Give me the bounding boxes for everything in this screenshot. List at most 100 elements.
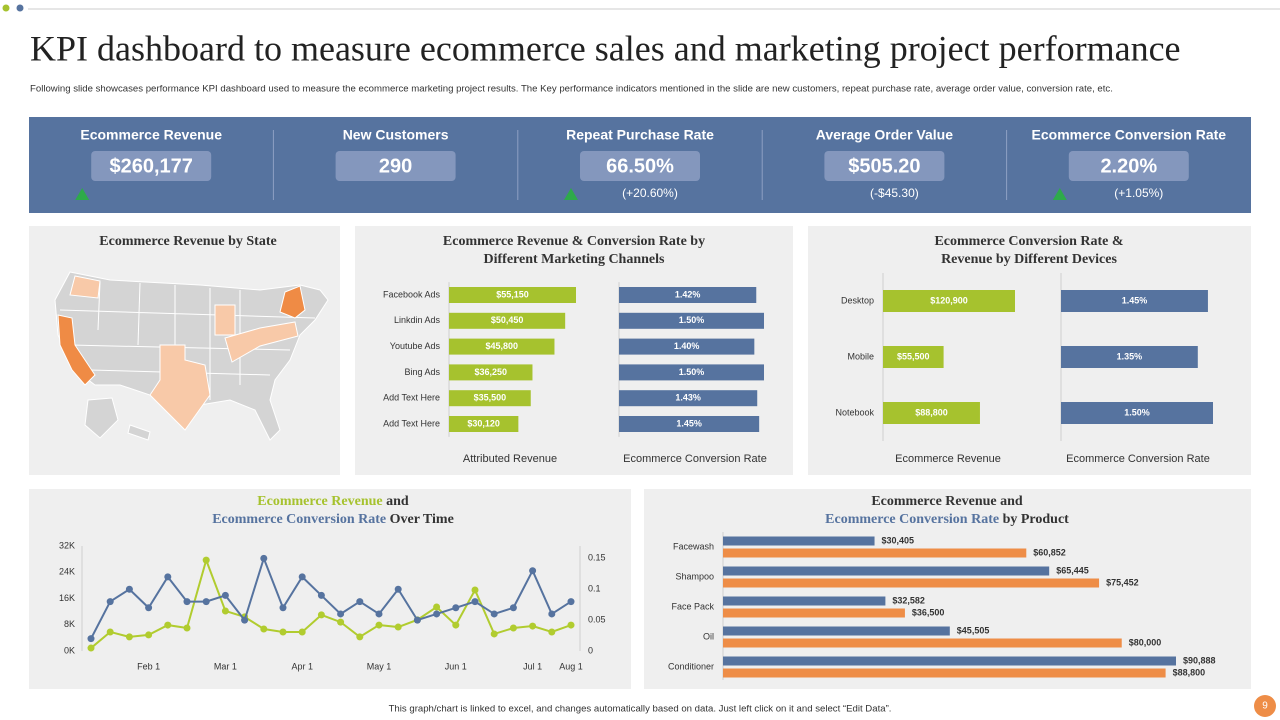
chart-title-part: Ecommerce Revenue and bbox=[871, 494, 1023, 509]
bar bbox=[723, 668, 1166, 678]
series-line bbox=[90, 555, 572, 640]
map-state bbox=[84, 397, 119, 439]
bar-value-label: $30,120 bbox=[467, 418, 500, 428]
page-subtitle: Following slide showcases performance KP… bbox=[30, 84, 1113, 95]
bar-value-label: 1.50% bbox=[679, 315, 705, 325]
category-label: Notebook bbox=[835, 407, 874, 417]
series-point bbox=[337, 618, 345, 626]
kpi-trend-arrow bbox=[564, 188, 578, 200]
x-tick-label: Feb 1 bbox=[137, 661, 160, 671]
series-point bbox=[183, 624, 191, 632]
series-point bbox=[145, 604, 153, 612]
series-point bbox=[375, 610, 383, 618]
bar bbox=[619, 338, 755, 355]
page-number: 9 bbox=[1262, 701, 1268, 712]
bar bbox=[449, 416, 519, 432]
bar bbox=[723, 566, 1050, 576]
category-label: Add Text Here bbox=[383, 418, 440, 428]
bar bbox=[723, 626, 950, 636]
x-tick-label: Jul 1 bbox=[523, 661, 542, 671]
bar-value-label: $90,888 bbox=[1183, 655, 1216, 665]
kpi-label: Ecommerce Conversion Rate bbox=[1032, 127, 1227, 143]
series-point bbox=[490, 630, 498, 638]
bar bbox=[723, 656, 1176, 666]
bar bbox=[723, 536, 875, 546]
bar bbox=[619, 364, 764, 381]
category-label: Youtube Ads bbox=[390, 341, 441, 351]
bar bbox=[449, 364, 533, 381]
y2-tick-label: 0.15 bbox=[588, 553, 606, 563]
bar-value-label: 1.40% bbox=[674, 341, 700, 351]
series-point bbox=[452, 621, 460, 629]
kpi-label: Ecommerce Revenue bbox=[80, 127, 222, 143]
series-point bbox=[548, 610, 556, 618]
bar bbox=[883, 290, 1015, 312]
series-point bbox=[433, 603, 441, 611]
map-title: Ecommerce Revenue by State bbox=[99, 234, 276, 249]
bar-value-label: $55,500 bbox=[897, 351, 930, 361]
bar bbox=[1061, 402, 1213, 424]
series-point bbox=[567, 621, 575, 629]
series-point bbox=[241, 616, 249, 624]
bar bbox=[723, 578, 1100, 588]
series-point bbox=[125, 585, 133, 593]
chart-title-part: Ecommerce Conversion Rate bbox=[212, 512, 386, 527]
kpi-trend-arrow bbox=[75, 188, 90, 200]
map-state bbox=[57, 314, 96, 386]
bar-value-label: 1.43% bbox=[675, 393, 701, 403]
series-point bbox=[87, 635, 95, 643]
series-point bbox=[183, 598, 191, 606]
bar-value-label: $45,800 bbox=[485, 341, 518, 351]
category-label: Oil bbox=[703, 631, 714, 641]
category-label: Linkdin Ads bbox=[394, 315, 441, 325]
y2-tick-label: 0.05 bbox=[588, 614, 606, 624]
x-tick-label: Apr 1 bbox=[291, 661, 313, 671]
kpi-change: (+1.05%) bbox=[1114, 186, 1163, 200]
kpi-label: Average Order Value bbox=[816, 127, 953, 143]
bar-value-label: $88,800 bbox=[915, 407, 948, 417]
axis-title: Ecommerce Revenue bbox=[895, 453, 1001, 465]
bar-value-label: $30,405 bbox=[882, 535, 915, 545]
y-tick-label: 0K bbox=[64, 645, 75, 655]
bar-value-label: $65,445 bbox=[1056, 565, 1089, 575]
kpi-value: 2.20% bbox=[1100, 155, 1157, 177]
chart-title-part: by Product bbox=[999, 512, 1069, 527]
series-point bbox=[471, 586, 479, 594]
y-tick-label: 8K bbox=[64, 619, 75, 629]
y-tick-label: 32K bbox=[59, 540, 75, 550]
series-point bbox=[317, 611, 325, 619]
chart-title: Ecommerce Conversion Rate by Product bbox=[825, 512, 1069, 527]
chart-title-part: Over Time bbox=[386, 512, 454, 527]
series-point bbox=[260, 554, 268, 562]
kpi-value-box bbox=[1068, 151, 1189, 181]
bar bbox=[619, 312, 764, 329]
category-label: Desktop bbox=[841, 295, 874, 305]
bar-value-label: $120,900 bbox=[930, 295, 968, 305]
chart-title: Ecommerce Revenue and bbox=[871, 494, 1023, 509]
series-point bbox=[356, 598, 364, 606]
x-tick-label: Jun 1 bbox=[445, 661, 467, 671]
kpi-label: New Customers bbox=[343, 127, 449, 143]
series-point bbox=[106, 598, 114, 606]
y2-tick-label: 0.1 bbox=[588, 584, 601, 594]
bar bbox=[723, 548, 1027, 558]
bar bbox=[723, 638, 1122, 648]
category-label: Facewash bbox=[673, 541, 714, 551]
y-tick-label: 24K bbox=[59, 567, 75, 577]
bar bbox=[1061, 346, 1198, 368]
chart-title-part: Ecommerce Revenue bbox=[257, 494, 382, 509]
series-point bbox=[145, 631, 153, 639]
series-point bbox=[202, 598, 210, 606]
bar-value-label: $36,500 bbox=[912, 607, 945, 617]
bar-value-label: $32,582 bbox=[892, 595, 925, 605]
page-title: KPI dashboard to measure ecommerce sales… bbox=[30, 28, 1181, 68]
series-point bbox=[298, 628, 306, 636]
axis-title: Ecommerce Conversion Rate bbox=[623, 453, 767, 465]
map-state bbox=[69, 275, 101, 299]
series-point bbox=[433, 610, 441, 618]
bar bbox=[619, 287, 757, 303]
bar-value-label: 1.45% bbox=[676, 418, 702, 428]
series-point bbox=[87, 644, 95, 652]
series-point bbox=[375, 621, 383, 629]
